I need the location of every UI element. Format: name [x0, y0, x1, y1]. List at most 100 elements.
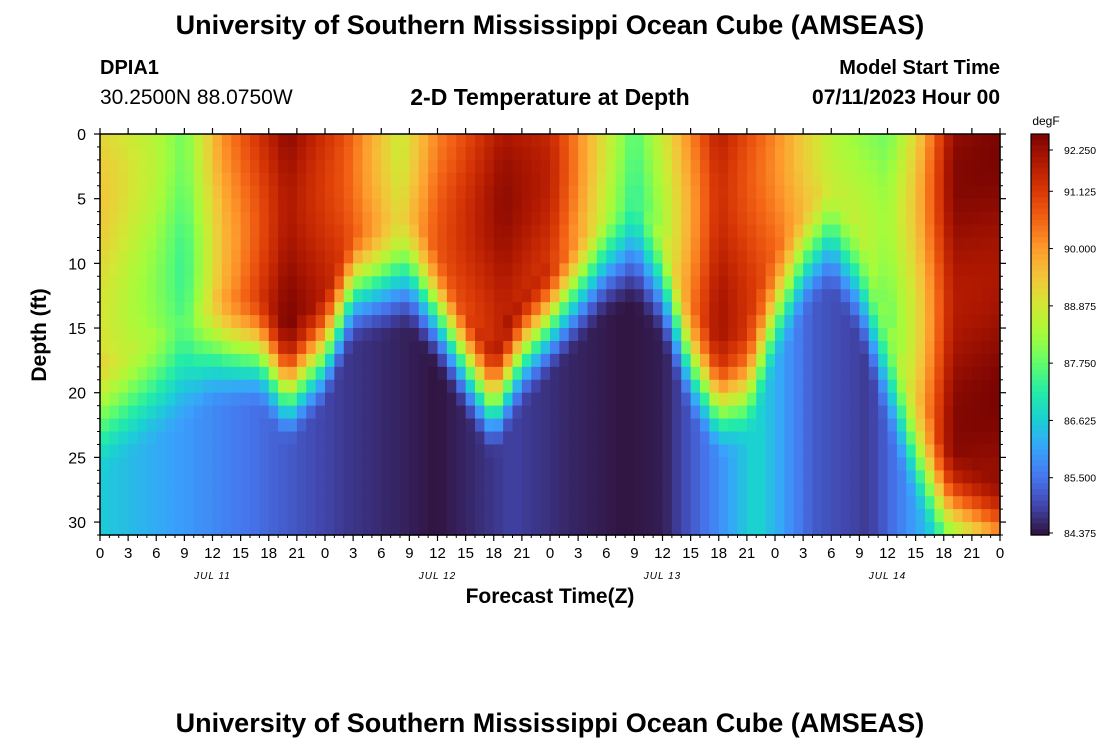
heatmap-cell	[971, 302, 982, 316]
heatmap-cell	[409, 211, 420, 226]
heatmap-cell	[784, 405, 795, 420]
heatmap-cell	[400, 522, 410, 536]
heatmap-cell	[831, 302, 842, 316]
heatmap-cell	[587, 250, 598, 264]
heatmap-cell	[737, 470, 748, 484]
heatmap-cell	[362, 185, 373, 200]
colorbar-segment	[1031, 443, 1049, 450]
heatmap-cell	[250, 457, 260, 471]
heatmap-cell	[193, 392, 204, 407]
heatmap-cell	[653, 483, 664, 497]
heatmap-cell	[831, 185, 842, 200]
heatmap-cell	[315, 522, 326, 536]
heatmap-cell	[915, 172, 926, 187]
colorbar-segment	[1031, 483, 1049, 490]
heatmap-cell	[878, 146, 889, 161]
heatmap-cell	[306, 250, 317, 264]
heatmap-cell	[240, 431, 251, 446]
heatmap-cell	[878, 431, 889, 446]
heatmap-cell	[531, 237, 542, 252]
heatmap-cell	[240, 250, 251, 264]
heatmap-cell	[278, 392, 289, 407]
heatmap-cell	[118, 224, 129, 239]
heatmap-cell	[653, 289, 664, 303]
plot-title: 2-D Temperature at Depth	[410, 84, 690, 110]
heatmap-cell	[765, 302, 776, 316]
heatmap-cell	[390, 134, 401, 148]
heatmap-cell	[587, 431, 598, 446]
heatmap-cell	[671, 159, 682, 174]
heatmap-cell	[896, 509, 907, 523]
heatmap-cell	[568, 263, 579, 277]
heatmap-cell	[128, 134, 139, 148]
heatmap-cell	[371, 392, 382, 407]
heatmap-cell	[165, 289, 176, 303]
heatmap-cell	[737, 483, 748, 497]
colorbar-segment	[1031, 288, 1049, 295]
heatmap-cell	[409, 315, 420, 329]
heatmap-cell	[634, 496, 645, 510]
heatmap-cell	[156, 159, 167, 174]
heatmap-cell	[325, 302, 335, 316]
heatmap-cell	[756, 276, 767, 290]
heatmap-cell	[184, 172, 195, 187]
heatmap-cell	[793, 328, 804, 342]
heatmap-cell	[521, 418, 532, 433]
heatmap-cell	[690, 315, 701, 329]
heatmap-cell	[906, 198, 917, 213]
heatmap-cell	[128, 522, 139, 536]
heatmap-cell	[137, 392, 148, 407]
heatmap-cell	[971, 224, 982, 239]
heatmap-cell	[634, 392, 645, 407]
heatmap-cell	[700, 211, 710, 226]
heatmap-cell	[353, 522, 364, 536]
heatmap-cell	[221, 263, 232, 277]
heatmap-cell	[390, 315, 401, 329]
heatmap-cell	[503, 366, 514, 381]
heatmap-cell	[653, 444, 664, 458]
heatmap-cell	[540, 237, 551, 252]
heatmap-cell	[784, 211, 795, 226]
heatmap-cell	[231, 134, 242, 148]
heatmap-cell	[475, 392, 485, 407]
heatmap-cell	[503, 392, 514, 407]
heatmap-cell	[193, 431, 204, 446]
heatmap-cell	[362, 444, 373, 458]
heatmap-cell	[934, 315, 945, 329]
heatmap-cell	[971, 328, 982, 342]
heatmap-cell	[681, 470, 692, 484]
heatmap-cell	[221, 496, 232, 510]
heatmap-cell	[587, 224, 598, 239]
colorbar-segment	[1031, 317, 1049, 324]
heatmap-cell	[850, 328, 860, 342]
heatmap-cell	[756, 522, 767, 536]
heatmap-cell	[325, 366, 335, 381]
heatmap-cell	[925, 250, 935, 264]
heatmap-cell	[990, 237, 1001, 252]
heatmap-cell	[831, 159, 842, 174]
heatmap-cell	[203, 224, 214, 239]
heatmap-cell	[212, 496, 223, 510]
heatmap-cell	[821, 340, 832, 355]
heatmap-cell	[484, 418, 495, 433]
heatmap-cell	[850, 302, 860, 316]
heatmap-cell	[362, 405, 373, 420]
heatmap-cell	[746, 146, 757, 161]
heatmap-cell	[887, 172, 898, 187]
heatmap-cell	[137, 522, 148, 536]
heatmap-cell	[400, 418, 410, 433]
heatmap-cell	[109, 198, 120, 213]
heatmap-cell	[128, 185, 139, 200]
heatmap-cell	[512, 509, 523, 523]
heatmap-cell	[596, 302, 607, 316]
heatmap-cell	[859, 289, 870, 303]
heatmap-cell	[550, 353, 560, 368]
heatmap-cell	[728, 509, 739, 523]
heatmap-cell	[850, 211, 860, 226]
heatmap-cell	[775, 146, 785, 161]
heatmap-cell	[943, 315, 954, 329]
colorbar-segment	[1031, 225, 1049, 232]
heatmap-cell	[971, 250, 982, 264]
heatmap-cell	[962, 237, 973, 252]
heatmap-cell	[371, 134, 382, 148]
